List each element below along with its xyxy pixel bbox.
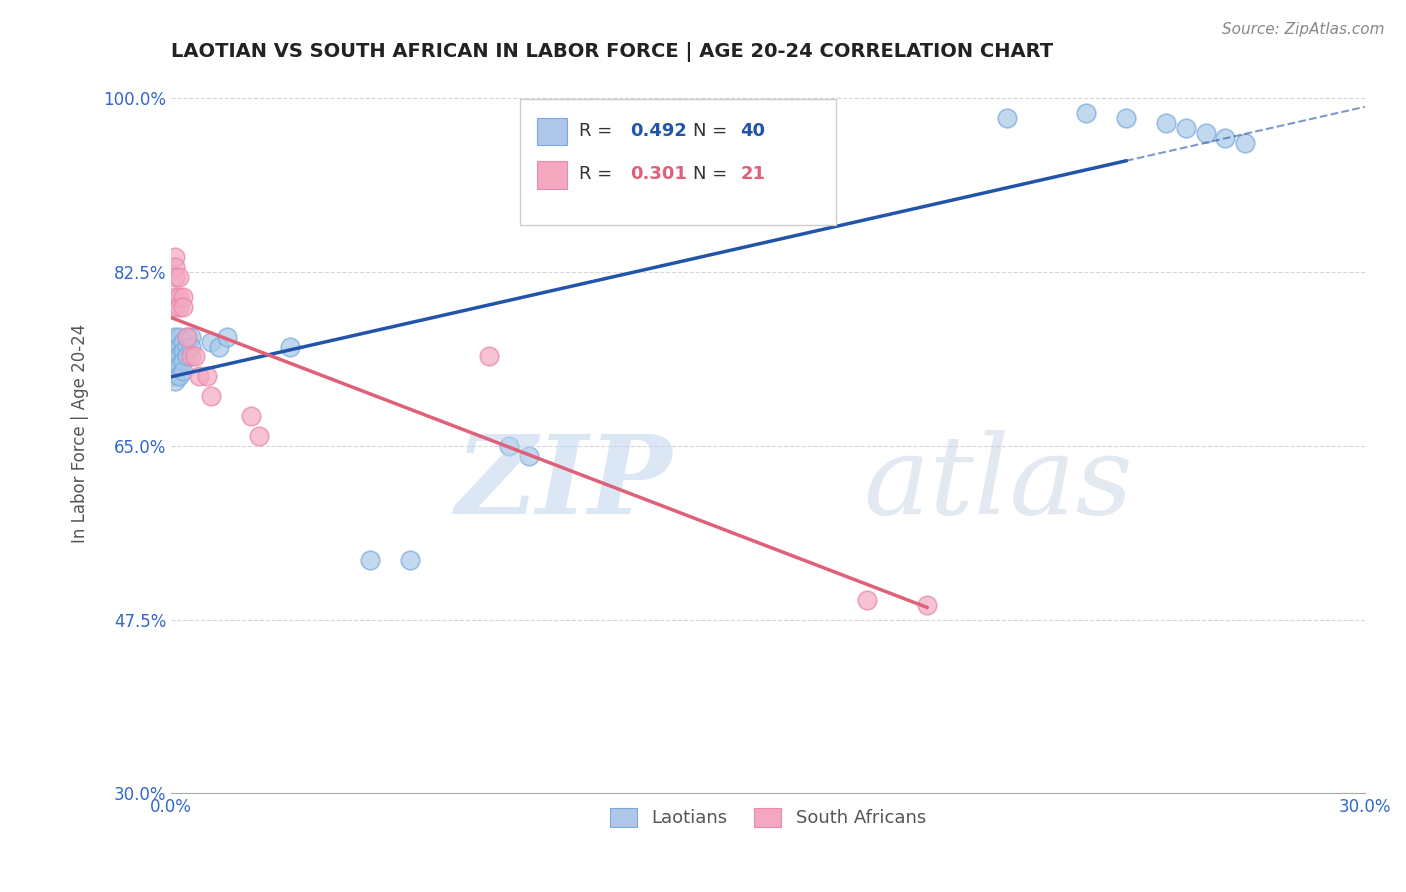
FancyBboxPatch shape: [537, 161, 567, 188]
Point: [172, 364, 194, 378]
Point: [195, 369, 218, 384]
Point: [172, 300, 194, 314]
Point: [180, 350, 202, 364]
Point: [915, 598, 938, 612]
Point: [247, 429, 270, 443]
Legend: Laotians, South Africans: Laotians, South Africans: [602, 801, 934, 835]
FancyBboxPatch shape: [537, 118, 567, 145]
Point: [398, 553, 420, 567]
Point: [176, 329, 198, 343]
Point: [172, 290, 194, 304]
Point: [176, 329, 198, 343]
Text: atlas: atlas: [863, 430, 1133, 538]
Point: [167, 300, 190, 314]
Point: [163, 290, 186, 304]
Point: [184, 350, 207, 364]
Text: Source: ZipAtlas.com: Source: ZipAtlas.com: [1222, 22, 1385, 37]
Point: [208, 339, 231, 353]
Point: [163, 270, 186, 285]
Point: [176, 339, 198, 353]
Point: [176, 350, 198, 364]
Point: [478, 350, 501, 364]
Point: [856, 592, 879, 607]
Text: R =: R =: [579, 165, 619, 183]
Point: [200, 389, 222, 403]
Point: [163, 359, 186, 374]
Point: [163, 350, 186, 364]
Text: 0.301: 0.301: [630, 165, 688, 183]
Point: [167, 339, 190, 353]
Point: [1174, 121, 1197, 136]
Point: [167, 359, 190, 374]
Point: [163, 250, 186, 264]
Point: [359, 553, 381, 567]
Point: [163, 344, 186, 359]
Text: N =: N =: [693, 165, 733, 183]
Point: [163, 260, 186, 274]
Point: [215, 329, 238, 343]
Text: 21: 21: [741, 165, 765, 183]
Point: [163, 329, 186, 343]
Y-axis label: In Labor Force | Age 20-24: In Labor Force | Age 20-24: [72, 324, 89, 543]
Point: [239, 409, 262, 423]
Point: [163, 300, 186, 314]
Text: ZIP: ZIP: [456, 430, 672, 538]
Point: [172, 334, 194, 349]
Point: [1234, 136, 1257, 150]
Point: [167, 350, 190, 364]
Point: [163, 354, 186, 368]
Point: [1154, 116, 1177, 130]
Point: [163, 374, 186, 388]
Point: [163, 339, 186, 353]
Point: [1194, 126, 1216, 140]
Point: [1115, 111, 1137, 125]
Point: [163, 369, 186, 384]
FancyBboxPatch shape: [520, 99, 837, 225]
Text: 40: 40: [741, 122, 765, 140]
Point: [167, 290, 190, 304]
Point: [167, 270, 190, 285]
Point: [163, 334, 186, 349]
Point: [172, 354, 194, 368]
Text: LAOTIAN VS SOUTH AFRICAN IN LABOR FORCE | AGE 20-24 CORRELATION CHART: LAOTIAN VS SOUTH AFRICAN IN LABOR FORCE …: [172, 42, 1053, 62]
Point: [517, 449, 540, 463]
Point: [167, 329, 190, 343]
Point: [180, 329, 202, 343]
Point: [498, 439, 520, 453]
Point: [163, 364, 186, 378]
Point: [1076, 106, 1098, 120]
Point: [1215, 131, 1237, 145]
Point: [280, 339, 302, 353]
Text: 0.492: 0.492: [630, 122, 688, 140]
Point: [167, 369, 190, 384]
Point: [172, 344, 194, 359]
Point: [180, 339, 202, 353]
Text: N =: N =: [693, 122, 733, 140]
Point: [200, 334, 222, 349]
Text: R =: R =: [579, 122, 619, 140]
Point: [187, 369, 209, 384]
Point: [995, 111, 1018, 125]
